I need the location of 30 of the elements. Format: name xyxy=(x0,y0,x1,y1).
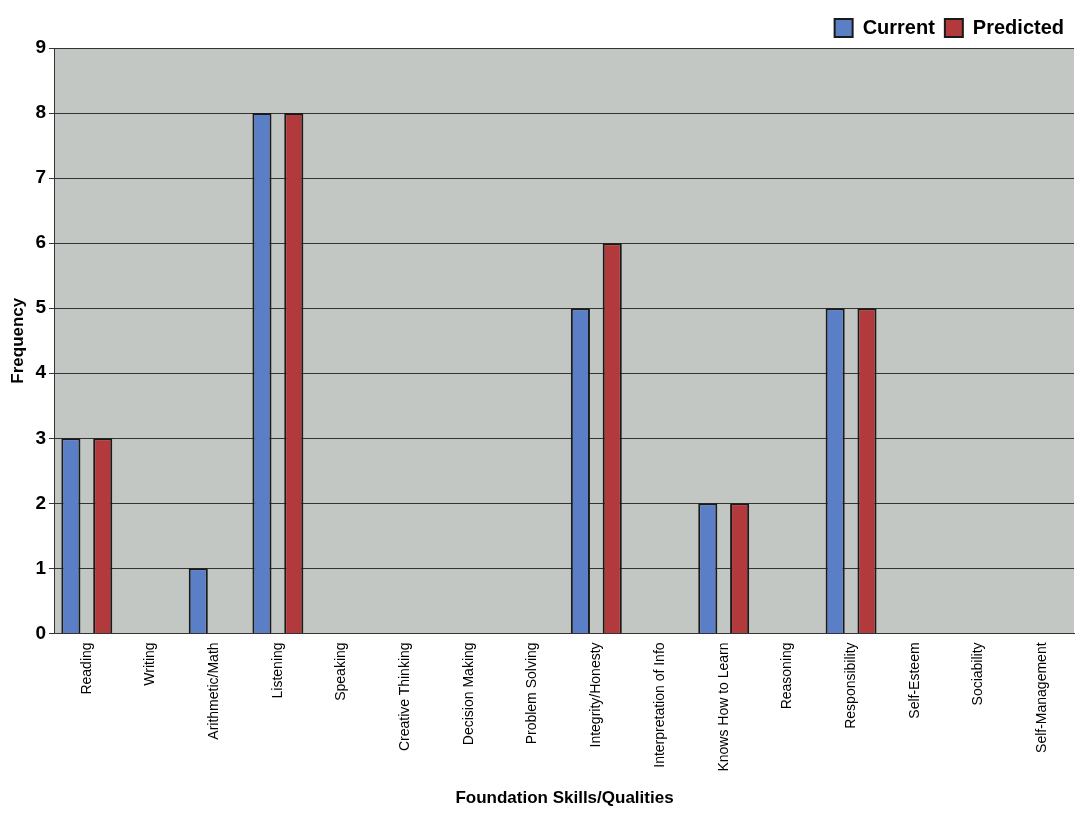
x-tick-label: Responsibility xyxy=(841,642,858,729)
x-tick-label: Reading xyxy=(77,642,94,695)
legend-label: Current xyxy=(862,15,936,38)
legend-label: Predicted xyxy=(972,15,1065,38)
y-tick-label: 4 xyxy=(35,361,47,383)
x-tick-label: Writing xyxy=(141,642,158,686)
x-axis-title: Foundation Skills/Qualities xyxy=(455,788,674,808)
y-tick-label: 5 xyxy=(35,296,47,318)
y-tick-label: 9 xyxy=(35,36,46,58)
y-axis-title: Frequency xyxy=(7,297,27,384)
y-tick-label: 3 xyxy=(35,426,46,448)
x-tick-label: Speaking xyxy=(332,642,349,701)
x-tick-label: Creative Thinking xyxy=(396,642,413,752)
y-tick-label: 1 xyxy=(35,556,47,578)
x-tick-label: Problem Solving xyxy=(523,642,540,745)
x-tick-label: Self-Esteem xyxy=(905,642,922,719)
y-tick-label: 8 xyxy=(35,101,46,123)
x-tick-label: Self-Management xyxy=(1033,642,1050,753)
x-tick-label: Arithmetic/Math xyxy=(205,642,222,740)
x-tick-label: Interpretation of Info xyxy=(650,642,667,768)
y-tick-label: 2 xyxy=(35,491,46,513)
x-tick-label: Sociability xyxy=(969,642,986,706)
x-tick-label: Reasoning xyxy=(778,642,795,710)
y-tick-label: 0 xyxy=(35,621,46,643)
x-tick-label: Decision Making xyxy=(459,642,476,746)
y-tick-label: 7 xyxy=(35,166,46,188)
x-tick-label: Listening xyxy=(268,642,285,699)
x-tick-label: Integrity/Honesty xyxy=(587,642,604,748)
x-tick-label: Knows How to Learn xyxy=(714,642,731,772)
y-tick-label: 6 xyxy=(35,231,46,253)
